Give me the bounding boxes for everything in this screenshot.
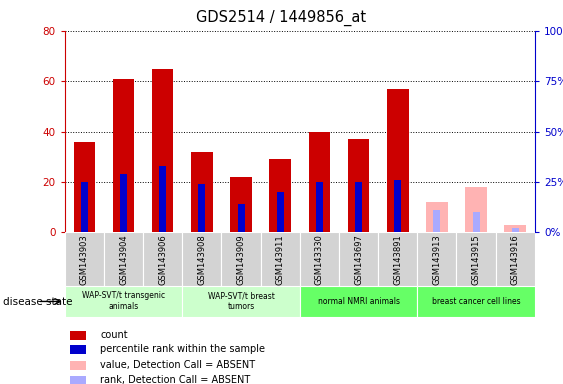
Bar bbox=[261, 232, 300, 286]
Bar bbox=[70, 345, 86, 354]
Bar bbox=[191, 152, 213, 232]
Bar bbox=[512, 228, 519, 232]
Bar bbox=[65, 232, 104, 286]
Text: GDS2514 / 1449856_at: GDS2514 / 1449856_at bbox=[196, 10, 367, 26]
Text: value, Detection Call = ABSENT: value, Detection Call = ABSENT bbox=[100, 360, 256, 370]
Text: GSM143911: GSM143911 bbox=[276, 234, 285, 285]
Bar bbox=[378, 232, 417, 286]
Text: GSM143330: GSM143330 bbox=[315, 234, 324, 285]
Text: GSM143903: GSM143903 bbox=[80, 234, 89, 285]
Text: breast cancer cell lines: breast cancer cell lines bbox=[432, 297, 520, 306]
Bar bbox=[104, 232, 143, 286]
Bar bbox=[152, 68, 173, 232]
Text: GSM143913: GSM143913 bbox=[432, 234, 441, 285]
Bar bbox=[300, 232, 339, 286]
Bar bbox=[159, 166, 166, 232]
Text: GSM143909: GSM143909 bbox=[236, 234, 245, 285]
Bar bbox=[426, 202, 448, 232]
Bar bbox=[74, 142, 95, 232]
Bar bbox=[394, 180, 401, 232]
Text: GSM143908: GSM143908 bbox=[198, 234, 207, 285]
Text: normal NMRI animals: normal NMRI animals bbox=[318, 297, 400, 306]
Text: GSM143915: GSM143915 bbox=[472, 234, 481, 285]
Bar bbox=[339, 232, 378, 286]
Bar bbox=[472, 212, 480, 232]
Bar bbox=[300, 286, 417, 317]
Text: percentile rank within the sample: percentile rank within the sample bbox=[100, 344, 265, 354]
Text: GSM143891: GSM143891 bbox=[393, 234, 402, 285]
Text: GSM143904: GSM143904 bbox=[119, 234, 128, 285]
Bar bbox=[65, 286, 182, 317]
Bar bbox=[465, 187, 487, 232]
Bar bbox=[70, 361, 86, 370]
Bar bbox=[348, 139, 369, 232]
Text: GSM143697: GSM143697 bbox=[354, 234, 363, 285]
Bar bbox=[417, 286, 535, 317]
Text: WAP-SVT/t transgenic
animals: WAP-SVT/t transgenic animals bbox=[82, 291, 165, 311]
Bar bbox=[355, 182, 362, 232]
Bar bbox=[309, 131, 330, 232]
Bar bbox=[238, 204, 244, 232]
Bar bbox=[70, 376, 86, 384]
Bar bbox=[417, 232, 457, 286]
Bar bbox=[120, 174, 127, 232]
Text: count: count bbox=[100, 329, 128, 339]
Bar bbox=[143, 232, 182, 286]
Bar bbox=[316, 182, 323, 232]
Bar bbox=[276, 192, 284, 232]
Text: WAP-SVT/t breast
tumors: WAP-SVT/t breast tumors bbox=[208, 291, 275, 311]
Bar bbox=[81, 182, 88, 232]
Text: GSM143906: GSM143906 bbox=[158, 234, 167, 285]
Bar bbox=[230, 177, 252, 232]
Bar bbox=[113, 79, 135, 232]
Bar bbox=[270, 159, 291, 232]
Bar bbox=[504, 225, 526, 232]
Bar bbox=[198, 184, 205, 232]
Bar bbox=[182, 286, 300, 317]
Bar bbox=[387, 89, 409, 232]
Text: rank, Detection Call = ABSENT: rank, Detection Call = ABSENT bbox=[100, 375, 251, 384]
Bar bbox=[434, 210, 440, 232]
Bar bbox=[457, 232, 495, 286]
Text: disease state: disease state bbox=[3, 297, 72, 307]
Bar bbox=[221, 232, 261, 286]
Bar bbox=[495, 232, 535, 286]
Bar bbox=[182, 232, 221, 286]
Bar bbox=[70, 331, 86, 340]
Text: GSM143916: GSM143916 bbox=[511, 234, 520, 285]
